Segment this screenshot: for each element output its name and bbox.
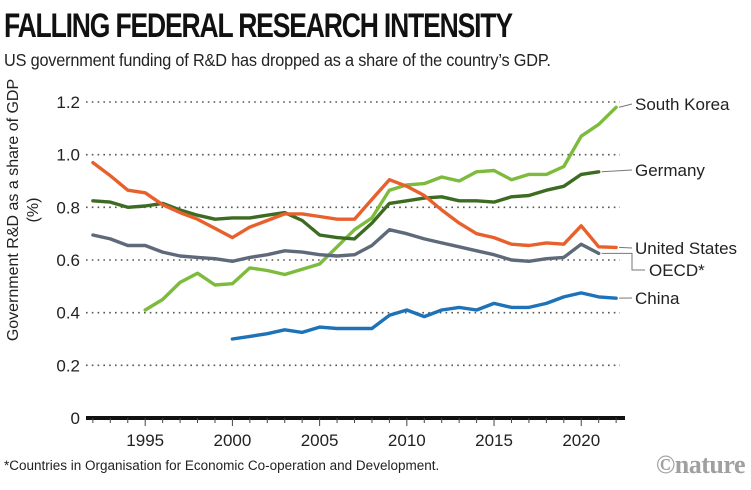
series-line-germany (91, 170, 601, 241)
y-axis-ticks: 0 0.2 0.4 0.6 0.8 1.0 1.2 (56, 93, 80, 428)
y-tick-label: 0.2 (56, 356, 80, 375)
series-label-united-states: United States (635, 239, 737, 258)
leader-line-germany (601, 169, 633, 173)
y-tick-label: 0.6 (56, 251, 80, 270)
x-tick-label: 2010 (388, 431, 426, 450)
x-tick-label: 2000 (213, 431, 251, 450)
leader-line-united-states (619, 246, 633, 249)
y-tick-label: 1.2 (56, 93, 80, 112)
series-lines (91, 105, 618, 341)
x-tick-label: 2020 (562, 431, 600, 450)
gridlines (86, 101, 620, 367)
leader-line-oecd (601, 252, 645, 271)
series-line-china (230, 291, 618, 341)
series-label-china: China (635, 289, 680, 308)
footnote: *Countries in Organisation for Economic … (4, 458, 440, 473)
series-line-oecd (91, 227, 601, 263)
series-label-south-korea: South Korea (635, 95, 730, 114)
y-tick-label: 0.4 (56, 304, 80, 323)
leader-line-south-korea (619, 103, 633, 108)
chart-title: FALLING FEDERAL RESEARCH INTENSITY (4, 7, 513, 45)
series-line-united-states (91, 160, 618, 250)
series-line-south-korea (143, 105, 618, 312)
nature-credit-logo: ©nature (655, 450, 746, 479)
x-tick-label: 2015 (475, 431, 513, 450)
chart-subtitle: US government funding of R&D has dropped… (4, 50, 551, 70)
y-tick-label: 0.8 (56, 198, 80, 217)
y-tick-label: 0 (71, 409, 80, 428)
y-tick-label: 1.0 (56, 146, 80, 165)
x-tick-label: 2005 (301, 431, 339, 450)
x-axis: 1995 2000 2005 2010 2015 2020 (86, 416, 625, 450)
series-label-germany: Germany (635, 161, 705, 180)
series-labels: South Korea Germany United States OECD* Chin… (601, 95, 737, 308)
series-label-oecd: OECD* (649, 261, 705, 280)
x-tick-label: 1995 (126, 431, 164, 450)
